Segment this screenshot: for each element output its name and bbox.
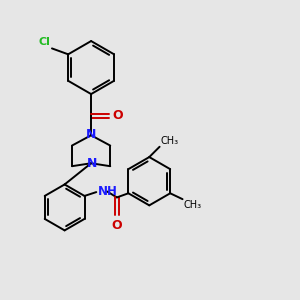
Text: O: O (112, 109, 123, 122)
Text: CH₃: CH₃ (184, 200, 202, 210)
Text: Cl: Cl (39, 37, 50, 47)
Text: O: O (112, 219, 122, 232)
Text: CH₃: CH₃ (161, 136, 179, 146)
Text: NH: NH (98, 185, 118, 198)
Text: N: N (86, 157, 97, 170)
Text: N: N (86, 128, 96, 141)
